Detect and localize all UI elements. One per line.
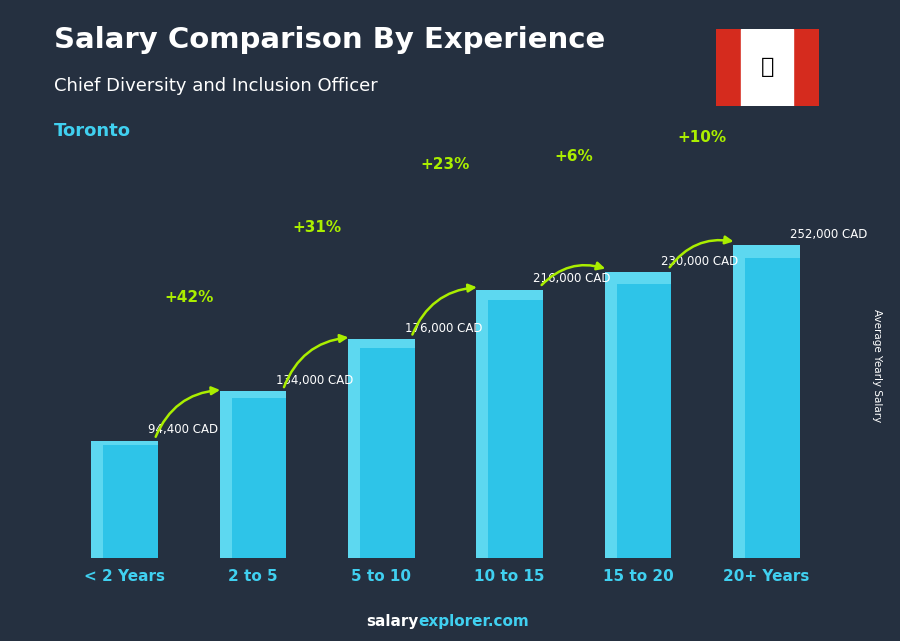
Bar — [220, 392, 231, 558]
Bar — [348, 339, 415, 348]
Bar — [220, 392, 286, 558]
Text: 252,000 CAD: 252,000 CAD — [790, 228, 867, 240]
Text: +10%: +10% — [678, 130, 727, 145]
Text: Average Yearly Salary: Average Yearly Salary — [872, 309, 883, 422]
Bar — [605, 272, 617, 558]
Bar — [742, 29, 793, 106]
Text: 134,000 CAD: 134,000 CAD — [276, 374, 354, 387]
Text: 230,000 CAD: 230,000 CAD — [662, 255, 739, 268]
Text: +6%: +6% — [554, 149, 593, 164]
Bar — [91, 440, 104, 558]
Bar — [733, 245, 800, 258]
Bar — [91, 440, 158, 558]
Bar — [348, 339, 415, 558]
Bar — [476, 290, 489, 558]
Bar — [476, 290, 543, 301]
Text: 94,400 CAD: 94,400 CAD — [148, 423, 218, 437]
Bar — [220, 392, 286, 398]
Text: +31%: +31% — [292, 219, 342, 235]
Bar — [605, 272, 671, 558]
Text: +42%: +42% — [164, 290, 213, 305]
Text: explorer.com: explorer.com — [418, 615, 529, 629]
Text: salary: salary — [366, 615, 418, 629]
Text: +23%: +23% — [421, 157, 470, 172]
Bar — [348, 339, 360, 558]
Bar — [605, 272, 671, 284]
Text: Toronto: Toronto — [54, 122, 131, 140]
Bar — [793, 29, 819, 106]
Text: Chief Diversity and Inclusion Officer: Chief Diversity and Inclusion Officer — [54, 77, 378, 95]
Bar — [476, 290, 543, 558]
Bar — [716, 29, 742, 106]
Bar — [733, 245, 745, 558]
Bar — [91, 440, 158, 445]
Text: Salary Comparison By Experience: Salary Comparison By Experience — [54, 26, 605, 54]
Bar — [733, 245, 800, 558]
Text: 216,000 CAD: 216,000 CAD — [533, 272, 610, 285]
Text: 🍁: 🍁 — [760, 57, 774, 78]
Text: 176,000 CAD: 176,000 CAD — [405, 322, 482, 335]
